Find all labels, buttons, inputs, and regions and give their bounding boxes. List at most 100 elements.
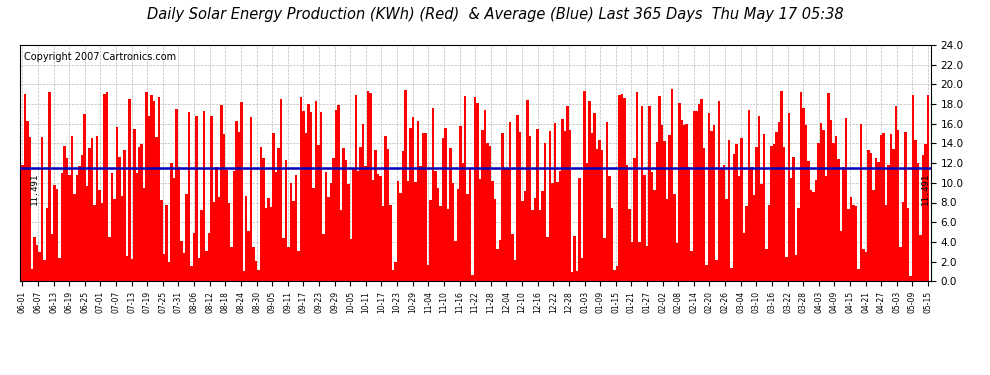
Bar bbox=[399, 193, 402, 281]
Bar bbox=[432, 108, 435, 281]
Bar bbox=[693, 111, 695, 281]
Bar bbox=[58, 258, 60, 281]
Text: Copyright 2007 Cartronics.com: Copyright 2007 Cartronics.com bbox=[25, 52, 176, 62]
Bar bbox=[93, 205, 96, 281]
Bar bbox=[290, 183, 292, 281]
Bar bbox=[175, 109, 178, 281]
Bar bbox=[267, 198, 270, 281]
Bar bbox=[325, 172, 327, 281]
Bar bbox=[382, 206, 384, 281]
Bar bbox=[736, 144, 738, 281]
Bar bbox=[486, 142, 489, 281]
Bar bbox=[698, 104, 700, 281]
Bar bbox=[614, 270, 616, 281]
Bar bbox=[499, 240, 501, 281]
Bar bbox=[270, 207, 272, 281]
Bar bbox=[798, 208, 800, 281]
Bar bbox=[160, 200, 163, 281]
Bar bbox=[98, 190, 101, 281]
Bar bbox=[146, 92, 148, 281]
Bar bbox=[862, 249, 864, 281]
Bar bbox=[619, 95, 621, 281]
Bar bbox=[854, 206, 857, 281]
Bar bbox=[442, 138, 445, 281]
Bar bbox=[588, 101, 591, 281]
Bar bbox=[747, 110, 750, 281]
Bar bbox=[634, 158, 636, 281]
Bar bbox=[257, 270, 260, 281]
Bar bbox=[183, 252, 185, 281]
Bar bbox=[741, 138, 742, 281]
Bar bbox=[723, 165, 726, 281]
Bar bbox=[616, 266, 619, 281]
Bar bbox=[185, 194, 188, 281]
Bar bbox=[539, 210, 542, 281]
Bar bbox=[81, 155, 83, 281]
Bar bbox=[869, 153, 872, 281]
Bar bbox=[548, 131, 551, 281]
Bar bbox=[925, 144, 927, 281]
Bar bbox=[561, 119, 563, 281]
Bar bbox=[29, 137, 31, 281]
Bar bbox=[419, 166, 422, 281]
Bar bbox=[874, 158, 877, 281]
Bar bbox=[665, 199, 668, 281]
Bar bbox=[317, 145, 320, 281]
Bar bbox=[650, 172, 653, 281]
Bar bbox=[250, 117, 252, 281]
Bar bbox=[287, 247, 290, 281]
Bar bbox=[198, 258, 200, 281]
Bar bbox=[310, 112, 312, 281]
Bar bbox=[471, 275, 474, 281]
Bar bbox=[337, 105, 340, 281]
Bar bbox=[340, 210, 343, 281]
Bar bbox=[745, 206, 747, 281]
Bar bbox=[123, 150, 126, 281]
Text: 11.491: 11.491 bbox=[30, 173, 39, 205]
Bar bbox=[210, 116, 213, 281]
Bar bbox=[170, 163, 173, 281]
Bar bbox=[446, 209, 449, 281]
Bar bbox=[280, 99, 282, 281]
Bar bbox=[629, 209, 631, 281]
Bar bbox=[429, 200, 432, 281]
Bar bbox=[825, 177, 828, 281]
Bar bbox=[491, 181, 494, 281]
Bar bbox=[417, 122, 419, 281]
Bar bbox=[522, 201, 524, 281]
Bar bbox=[327, 197, 330, 281]
Bar bbox=[833, 143, 835, 281]
Bar bbox=[195, 116, 198, 281]
Bar bbox=[591, 133, 593, 281]
Bar bbox=[297, 251, 300, 281]
Bar bbox=[461, 164, 464, 281]
Bar bbox=[800, 93, 803, 281]
Bar bbox=[118, 157, 121, 281]
Bar bbox=[716, 260, 718, 281]
Bar bbox=[34, 237, 36, 281]
Bar bbox=[815, 180, 818, 281]
Bar bbox=[558, 171, 561, 281]
Bar bbox=[775, 132, 777, 281]
Bar bbox=[731, 268, 733, 281]
Bar bbox=[586, 162, 588, 281]
Bar bbox=[103, 94, 106, 281]
Text: 11.491: 11.491 bbox=[921, 173, 930, 205]
Bar bbox=[645, 246, 648, 281]
Bar bbox=[905, 132, 907, 281]
Bar bbox=[121, 196, 123, 281]
Bar bbox=[345, 160, 347, 281]
Bar bbox=[606, 122, 608, 281]
Bar bbox=[750, 166, 752, 281]
Bar bbox=[529, 136, 532, 281]
Bar bbox=[205, 251, 208, 281]
Bar bbox=[24, 94, 26, 281]
Bar bbox=[141, 144, 143, 281]
Bar bbox=[785, 258, 787, 281]
Bar bbox=[66, 158, 68, 281]
Bar bbox=[384, 136, 387, 281]
Bar bbox=[240, 102, 243, 281]
Bar bbox=[343, 148, 345, 281]
Bar bbox=[377, 174, 379, 281]
Bar bbox=[295, 175, 297, 281]
